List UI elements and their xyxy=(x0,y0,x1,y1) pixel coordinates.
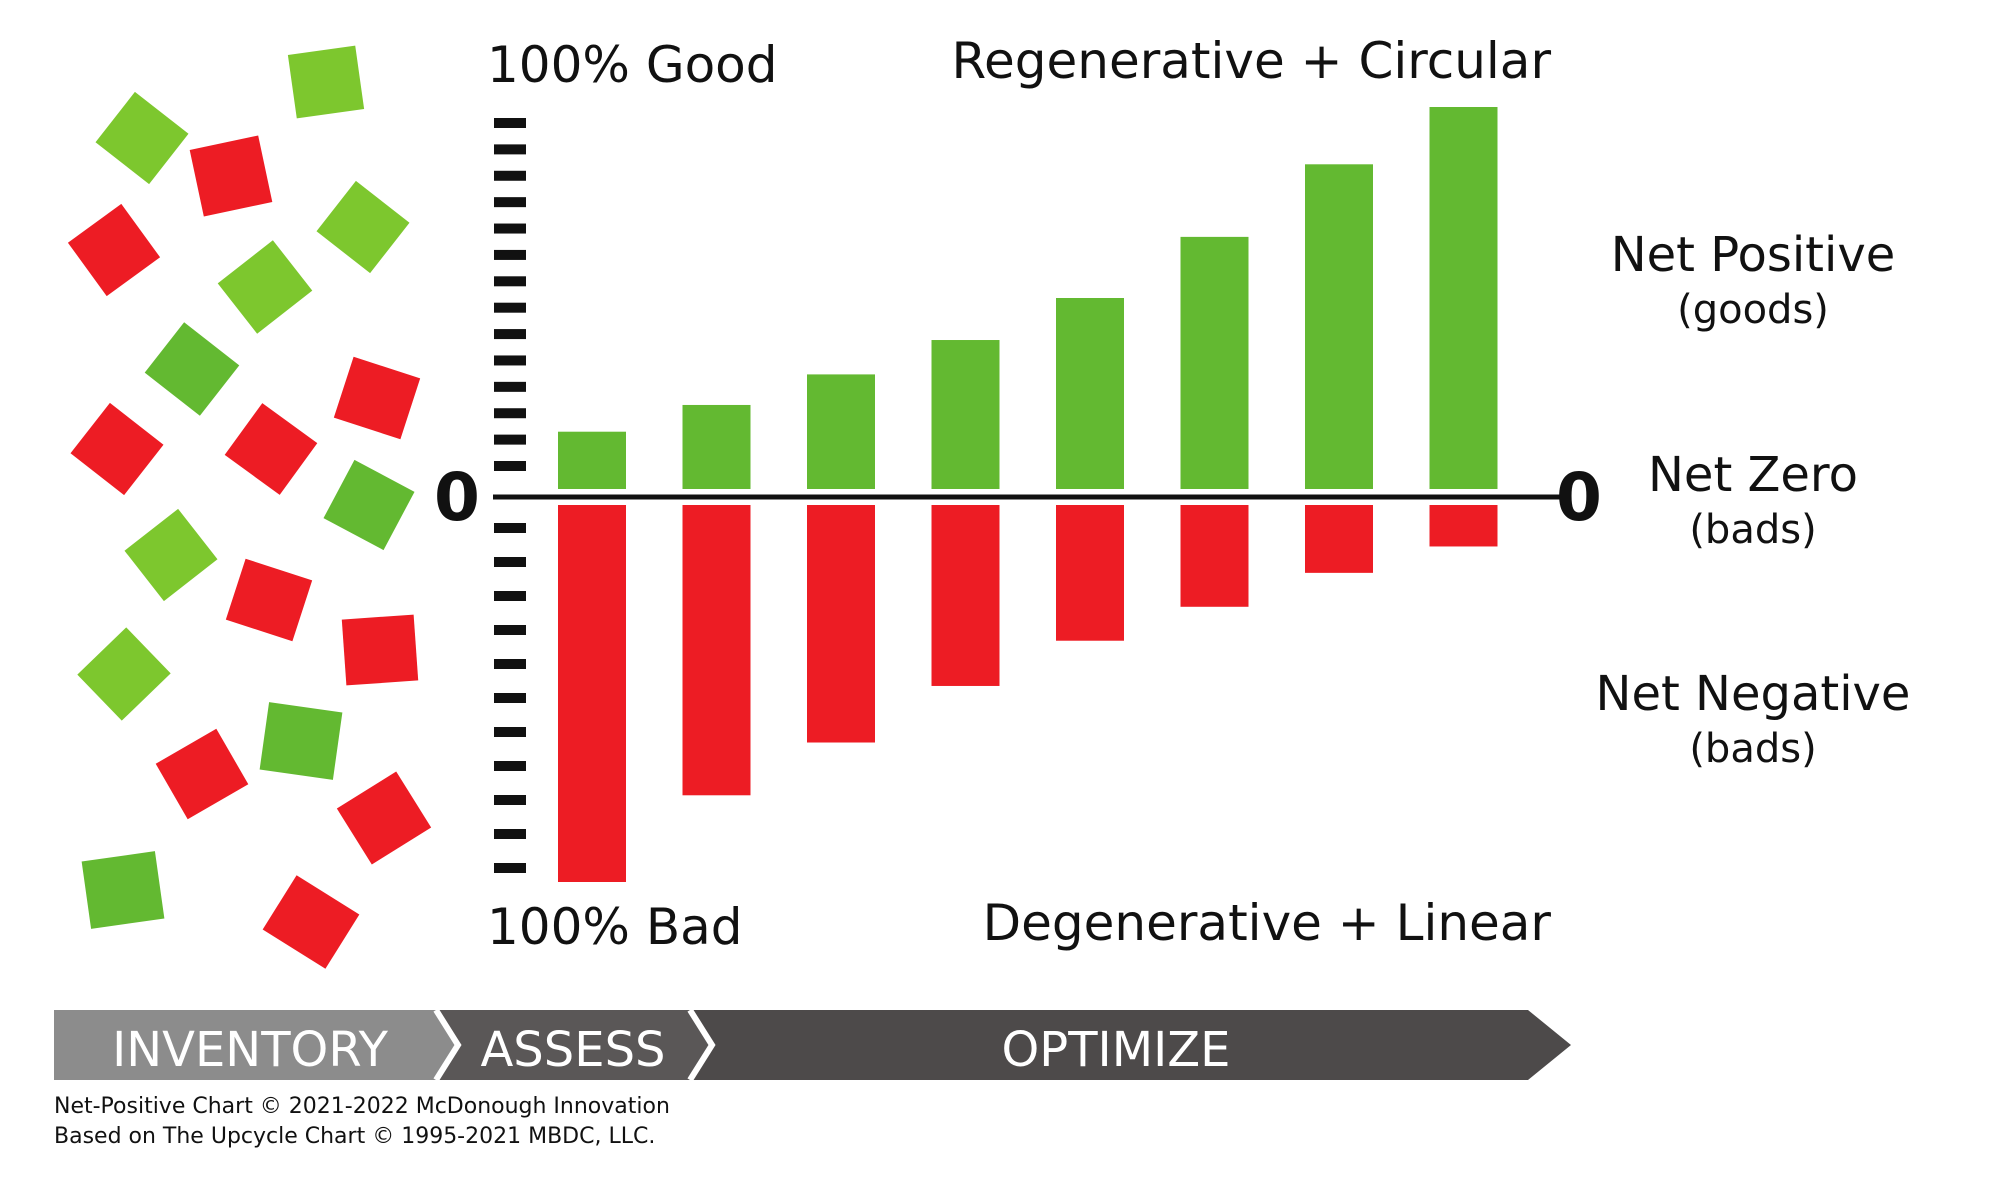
negative-bar-3 xyxy=(807,505,875,743)
process-step-optimize-shape xyxy=(690,1010,1571,1080)
scale-tick xyxy=(494,829,526,839)
positive-bar-4 xyxy=(931,340,1000,489)
scale-tick xyxy=(494,249,526,260)
scale-tick xyxy=(494,197,526,208)
scale-tick xyxy=(494,625,526,635)
decorative-square-8 xyxy=(333,356,421,440)
scattered-squares xyxy=(67,45,432,969)
decorative-square-20 xyxy=(262,875,360,969)
decorative-square-11 xyxy=(323,459,415,551)
scale-tick xyxy=(494,408,526,419)
decorative-square-18 xyxy=(336,771,432,865)
scale-tick xyxy=(494,659,526,669)
scale-tick xyxy=(494,523,526,533)
bottom-label: 100% Bad xyxy=(487,898,743,956)
credit-line-1: Net-Positive Chart © 2021-2022 McDonough… xyxy=(54,1094,670,1119)
decorative-square-9 xyxy=(70,402,164,496)
scale-tick xyxy=(494,170,526,181)
scale-tick xyxy=(494,118,526,128)
scale-tick xyxy=(494,693,526,703)
decorative-square-19 xyxy=(81,851,165,929)
scale-tick xyxy=(494,144,526,155)
scale-tick xyxy=(494,381,526,392)
process-step-inventory: INVENTORY xyxy=(112,1022,389,1078)
legend-net-positive-subtitle: (goods) xyxy=(1677,287,1829,333)
positive-bar-7 xyxy=(1305,164,1373,490)
negative-bar-6 xyxy=(1180,505,1249,607)
process-arrow: INVENTORY ASSESS OPTIMIZE xyxy=(54,1008,1571,1082)
credit-line-2: Based on The Upcycle Chart © 1995-2021 M… xyxy=(54,1124,655,1149)
legend-net-zero-title: Net Zero xyxy=(1648,447,1858,503)
decorative-square-15 xyxy=(77,627,171,721)
negative-bar-5 xyxy=(1056,505,1124,641)
scale-tick xyxy=(494,727,526,737)
zero-left-label: 0 xyxy=(434,459,480,536)
positive-bar-1 xyxy=(558,431,626,489)
legend-net-negative-subtitle: (bads) xyxy=(1689,726,1816,772)
positive-bar-5 xyxy=(1056,298,1124,489)
decorative-square-4 xyxy=(67,203,161,297)
decorative-square-3 xyxy=(189,135,273,217)
scale-tick xyxy=(494,302,526,313)
decorative-square-2 xyxy=(95,91,189,185)
negative-bar-1 xyxy=(558,505,626,882)
negative-bar-8 xyxy=(1429,505,1498,547)
positive-bar-8 xyxy=(1429,107,1498,489)
top-right-label: Regenerative + Circular xyxy=(952,32,1552,90)
process-step-inventory-shape xyxy=(54,1010,458,1080)
scale-tick xyxy=(494,223,526,234)
decorative-square-14 xyxy=(341,614,419,686)
negative-bar-2 xyxy=(682,505,751,796)
scale-tick xyxy=(494,329,526,340)
zero-right-label: 0 xyxy=(1556,459,1602,536)
process-step-assess-shape xyxy=(436,1010,712,1080)
legend-net-negative-title: Net Negative xyxy=(1596,666,1911,722)
scale-tick xyxy=(494,434,526,445)
bottom-right-label: Degenerative + Linear xyxy=(983,894,1552,952)
scale-tick xyxy=(494,863,526,873)
negative-bar-7 xyxy=(1305,505,1373,573)
scale-ticks xyxy=(494,118,526,873)
process-step-optimize: OPTIMIZE xyxy=(1002,1022,1231,1078)
positive-bar-2 xyxy=(682,404,751,489)
decorative-square-6 xyxy=(217,240,313,334)
scale-tick xyxy=(494,761,526,771)
decorative-square-5 xyxy=(316,180,410,274)
scale-tick xyxy=(494,795,526,805)
scale-tick xyxy=(494,461,526,471)
negative-bar-4 xyxy=(931,505,1000,686)
decorative-square-17 xyxy=(155,728,249,820)
scale-tick xyxy=(494,276,526,287)
positive-bar-6 xyxy=(1180,236,1249,489)
decorative-square-12 xyxy=(124,508,218,602)
decorative-square-10 xyxy=(224,403,318,495)
bars xyxy=(558,107,1498,882)
positive-bar-3 xyxy=(807,374,875,489)
scale-tick xyxy=(494,355,526,366)
scale-tick xyxy=(494,591,526,601)
scale-tick xyxy=(494,557,526,567)
legend-net-zero-subtitle: (bads) xyxy=(1689,507,1816,553)
top-label: 100% Good xyxy=(487,36,778,94)
legend-net-positive-title: Net Positive xyxy=(1611,227,1896,283)
decorative-square-1 xyxy=(287,45,365,119)
decorative-square-16 xyxy=(259,702,343,780)
decorative-square-7 xyxy=(144,322,240,416)
process-step-assess: ASSESS xyxy=(480,1022,665,1078)
decorative-square-13 xyxy=(225,558,313,642)
